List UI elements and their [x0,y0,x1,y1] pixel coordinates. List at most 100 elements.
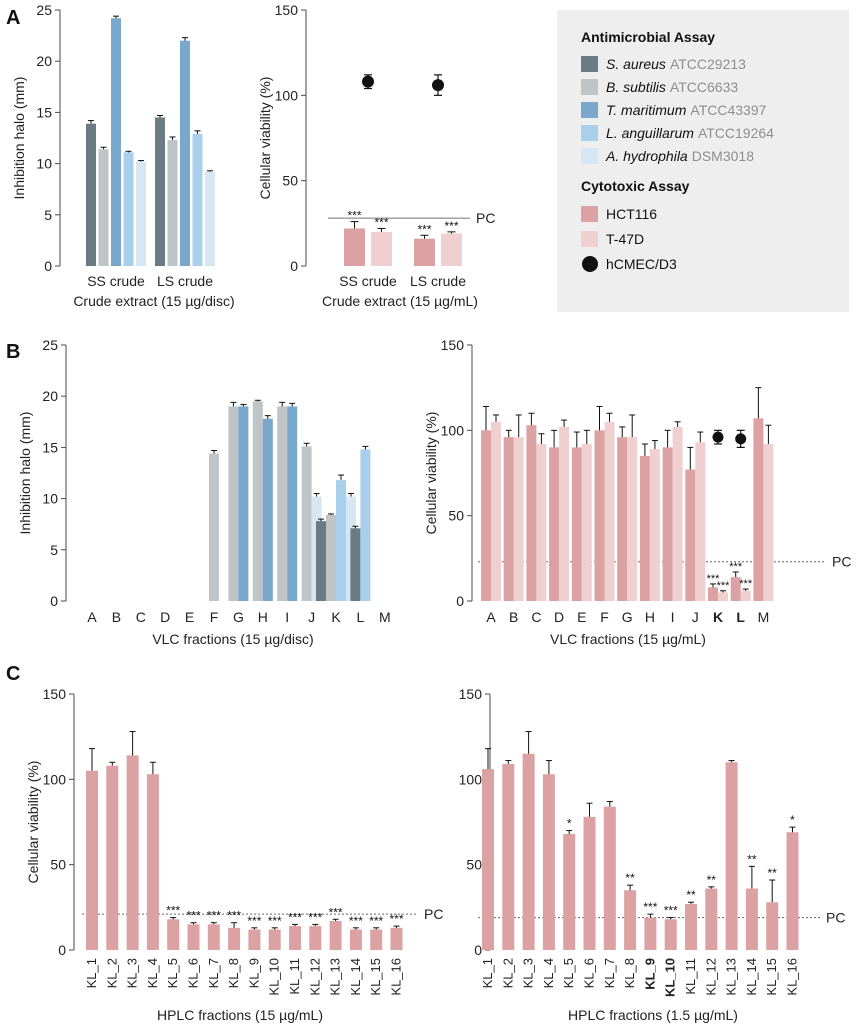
legend-swatch [581,102,598,118]
legend-swatch [581,231,598,247]
bar [639,455,650,601]
bar [536,443,547,601]
bar [326,514,336,601]
significance-label: *** [374,215,388,229]
x-tick-label: B [112,609,121,625]
bar [649,449,660,601]
x-axis-label: HPLC fractions (1.5 µg/mL) [568,1007,738,1023]
panel-label-b: B [6,341,20,363]
bar [123,152,134,266]
significance-label: *** [227,909,241,923]
y-axis-label: Cellular viability (%) [423,412,439,535]
y-tick-label: 10 [36,156,52,172]
pc-label: PC [826,910,845,926]
bar [146,774,159,950]
significance-label: *** [417,222,431,236]
legend-entry: A. hydrophila DSM3018 [605,148,754,164]
x-tick-label: KL_12 [703,958,718,996]
bar [522,753,535,950]
significance-label: ** [625,871,635,885]
x-tick-label: E [577,609,586,625]
y-tick-label: 20 [36,53,52,69]
y-tick-label: 150 [275,2,299,18]
pc-label: PC [424,906,443,922]
bar [513,437,524,601]
significance-label: *** [664,904,678,918]
significance-label: *** [347,209,361,223]
chart-c2: 0 50 100 150 PC KL_1 KL_2 KL_3 KL_4 * KL_5 KL_6 KL_7… [459,686,846,1023]
legend-strain: ATCC29213 [670,56,746,72]
bar [563,833,576,950]
x-tick-label: C [531,609,541,625]
legend-entry: S. aureus ATCC29213 [606,56,746,72]
bar [617,437,628,601]
x-tick-label: J [692,609,699,625]
x-tick-label: B [509,609,518,625]
y-axis-label: Inhibition halo (mm) [11,77,27,200]
bar [349,929,362,950]
bar [685,903,697,950]
x-tick-label: KL_14 [348,958,363,996]
bar [360,449,371,601]
y-tick-label: 50 [282,173,298,189]
significance-label: *** [643,900,657,914]
y-tick-label: 5 [44,207,52,223]
y-tick-label: 50 [50,857,66,873]
legend-strain: ATCC19264 [698,125,774,141]
bar [542,774,555,950]
x-tick-label: M [758,609,770,625]
x-tick-label: SS crude [339,273,397,289]
x-tick-label: KL_5 [165,958,180,988]
legend-swatch [581,125,598,141]
panel-label-c: C [6,663,20,685]
bar [594,430,605,601]
bar [329,920,342,950]
bar [481,430,491,601]
legend-swatch [581,148,598,164]
bar [155,117,165,267]
x-tick-label: KL_9 [642,958,657,990]
x-tick-label: J [308,609,315,625]
bar [167,140,178,266]
legend-entry: T. maritimum ATCC43397 [606,102,767,118]
y-tick-label: 0 [58,942,66,958]
legend-species: T. maritimum [606,102,687,118]
y-tick-label: 0 [456,593,464,609]
legend-cytotoxic-title: Cytotoxic Assay [581,178,690,194]
bar [336,480,346,601]
x-tick-label: KL_11 [287,958,302,995]
y-tick-label: 0 [50,593,58,609]
chart-a2: 0 50 100 150 Cellular viability (%) PC *** *** S… [257,2,495,309]
bar [414,238,435,266]
x-tick-label: K [713,609,723,625]
significance-label: *** [288,910,302,924]
y-tick-label: 0 [44,258,52,274]
x-tick-label: KL_15 [764,958,779,996]
x-tick-label: KL_1 [84,958,99,988]
legend-strain: ATCC43397 [690,102,766,118]
bar [209,453,219,601]
x-tick-label: KL_4 [541,958,556,988]
x-axis-label: VLC fractions (15 µg/mL) [550,631,706,647]
bar [390,927,403,950]
y-tick-label: 25 [36,2,52,18]
bar [482,769,494,950]
x-tick-label: KL_16 [785,958,800,996]
x-tick-label: L [736,609,745,625]
x-axis-label: Crude extract (15 µg/disc) [73,293,234,309]
bar [763,443,774,601]
legend-entry: B. subtilis ATCC6633 [606,79,738,95]
x-tick-label: M [379,609,391,625]
legend-swatch [581,79,598,95]
y-tick-label: 100 [459,771,483,787]
bar [192,133,203,266]
bar [559,426,570,601]
bar [725,762,738,950]
x-tick-label: LS crude [410,273,466,289]
bar [627,437,638,601]
bar [248,929,261,950]
y-tick-label: 10 [42,491,58,507]
x-tick-label: KL_15 [368,958,383,996]
legend-species: A. hydrophila [605,148,688,164]
x-tick-label: LS crude [157,273,213,289]
